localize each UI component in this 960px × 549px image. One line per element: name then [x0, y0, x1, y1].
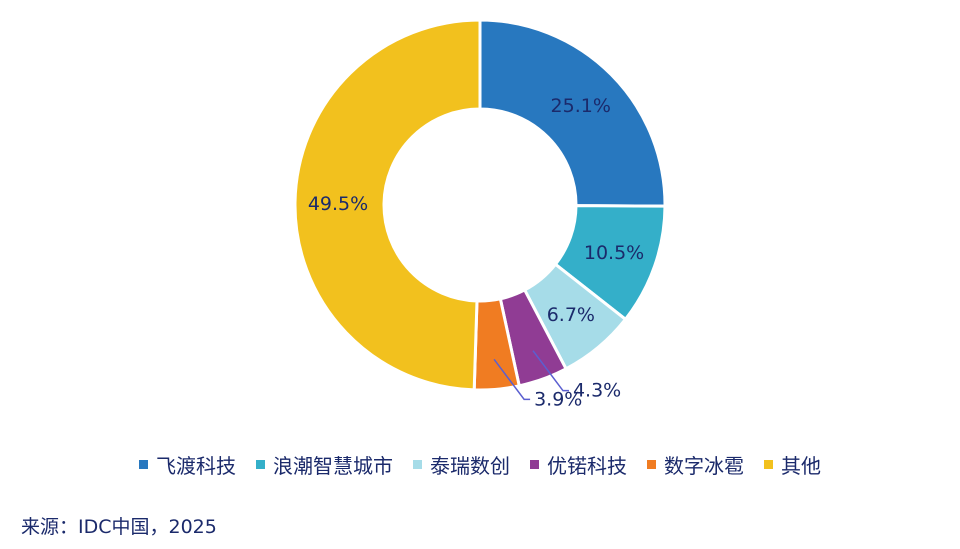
- data-label-2: 10.5%: [584, 242, 644, 264]
- data-label-6: 49.5%: [308, 193, 368, 215]
- legend-item-5: 数字冰雹: [647, 450, 744, 479]
- legend-swatch: [647, 459, 656, 469]
- legend-label: 浪潮智慧城市: [273, 453, 393, 478]
- legend-item-2: 浪潮智慧城市: [256, 450, 393, 479]
- legend-label: 数字冰雹: [664, 453, 744, 478]
- data-label-5: 3.9%: [534, 388, 582, 410]
- leader-line-4: [532, 350, 569, 392]
- slice-6: [293, 18, 482, 392]
- data-label-4: 4.3%: [573, 380, 621, 402]
- chart-legend: 飞渡科技 浪潮智慧城市 泰瑞数创 优锘科技 数字冰雹 其他: [0, 447, 960, 481]
- legend-swatch: [256, 459, 265, 469]
- legend-swatch: [139, 459, 148, 469]
- legend-label: 泰瑞数创: [430, 453, 510, 478]
- slice-1: [478, 18, 667, 208]
- legend-swatch: [413, 459, 422, 469]
- legend-item-4: 优锘科技: [530, 450, 627, 479]
- legend-label: 优锘科技: [547, 453, 627, 478]
- legend-item-6: 其他: [764, 450, 821, 479]
- legend-swatch: [530, 459, 539, 469]
- legend-item-1: 飞渡科技: [139, 450, 236, 479]
- legend-item-3: 泰瑞数创: [413, 450, 510, 479]
- source-note: 来源：IDC中国，2025: [21, 516, 217, 538]
- legend-swatch: [764, 459, 773, 469]
- leader-line-5: [493, 358, 531, 401]
- legend-label: 其他: [781, 453, 821, 478]
- data-label-3: 6.7%: [547, 304, 595, 326]
- legend-label: 飞渡科技: [156, 453, 236, 478]
- data-label-1: 25.1%: [551, 95, 611, 117]
